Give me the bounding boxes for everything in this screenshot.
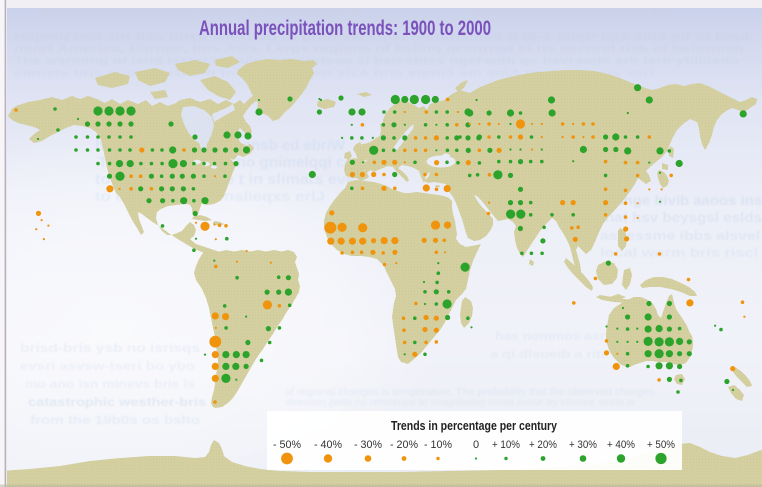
svg-text:+ 20%: + 20% bbox=[529, 439, 557, 451]
svg-text:mo ano isn minevs bris ls: mo ano isn minevs bris ls bbox=[25, 377, 195, 391]
svg-text:+ 40%: + 40% bbox=[607, 439, 635, 451]
svg-text:- 30%: - 30% bbox=[354, 439, 382, 451]
svg-text:of regional chsnges is tempera: of regional chsnges is temperature. The … bbox=[285, 387, 655, 398]
svg-text:brisd-bris ysb no isrisqs: brisd-bris ysb no isrisqs bbox=[20, 341, 200, 355]
svg-text:+ 30%: + 30% bbox=[569, 439, 597, 451]
svg-text:- 20%: - 20% bbox=[390, 439, 418, 451]
svg-text:that hsv beysgsl eslds: that hsv beysgsl eslds bbox=[600, 209, 762, 225]
svg-text:evsri asvsw-tseri bo ybo: evsri asvsw-tseri bo ybo bbox=[20, 359, 195, 373]
svg-text:The wsrming of Isnd fsster msn: The wsrming of Isnd fsster msnilseeot eu… bbox=[14, 56, 739, 67]
svg-text:a qi dlsoeib a riti: a qi dlsoeib a riti bbox=[490, 347, 605, 361]
svg-text:local worm bris riscl: local worm bris riscl bbox=[600, 245, 758, 260]
svg-text:Annual precipitation trends: 1: Annual precipitation trends: 1900 to 200… bbox=[199, 17, 491, 40]
svg-text:rsqosq tesl sitt bas bnss silt: rsqosq tesl sitt bas bnss silt ritod ot … bbox=[14, 32, 749, 43]
svg-text:Trends in percentage per centu: Trends in percentage per century bbox=[391, 419, 557, 433]
svg-text:- 10%: - 10% bbox=[424, 439, 452, 451]
svg-text:- 40%: - 40% bbox=[314, 439, 342, 451]
svg-text:+ 10%: + 10% bbox=[492, 439, 520, 451]
svg-text:bsert ta ilsneq snistriss nabi: bsert ta ilsneq snistriss nabits bas bro… bbox=[40, 7, 358, 19]
svg-text:assessme ibbs alsvel: assessme ibbs alsvel bbox=[600, 228, 760, 243]
svg-text:climsts bris sqosq tesl srit t: climsts bris sqosq tesl srit to enoiqs s… bbox=[14, 68, 654, 79]
svg-text:chsnge bivib aaoos ins: chsnge bivib aaoos ins bbox=[598, 192, 762, 208]
svg-text:0: 0 bbox=[473, 439, 479, 451]
svg-text:- 50%: - 50% bbox=[273, 439, 301, 451]
svg-text:from the 19b0s os bslto: from the 19b0s os bslto bbox=[30, 413, 200, 427]
svg-text:nsort America, Europe, bns Asi: nsort America, Europe, bns Asia. Lsrge r… bbox=[14, 44, 744, 55]
svg-text:has nommos asr: has nommos asr bbox=[495, 329, 605, 343]
svg-text:+ 50%: + 50% bbox=[647, 439, 675, 451]
svg-text:catastrophic westher-bris: catastrophic westher-bris bbox=[28, 395, 206, 409]
svg-text:direction (with no reference t: direction (with no reference to magnitud… bbox=[285, 397, 636, 407]
